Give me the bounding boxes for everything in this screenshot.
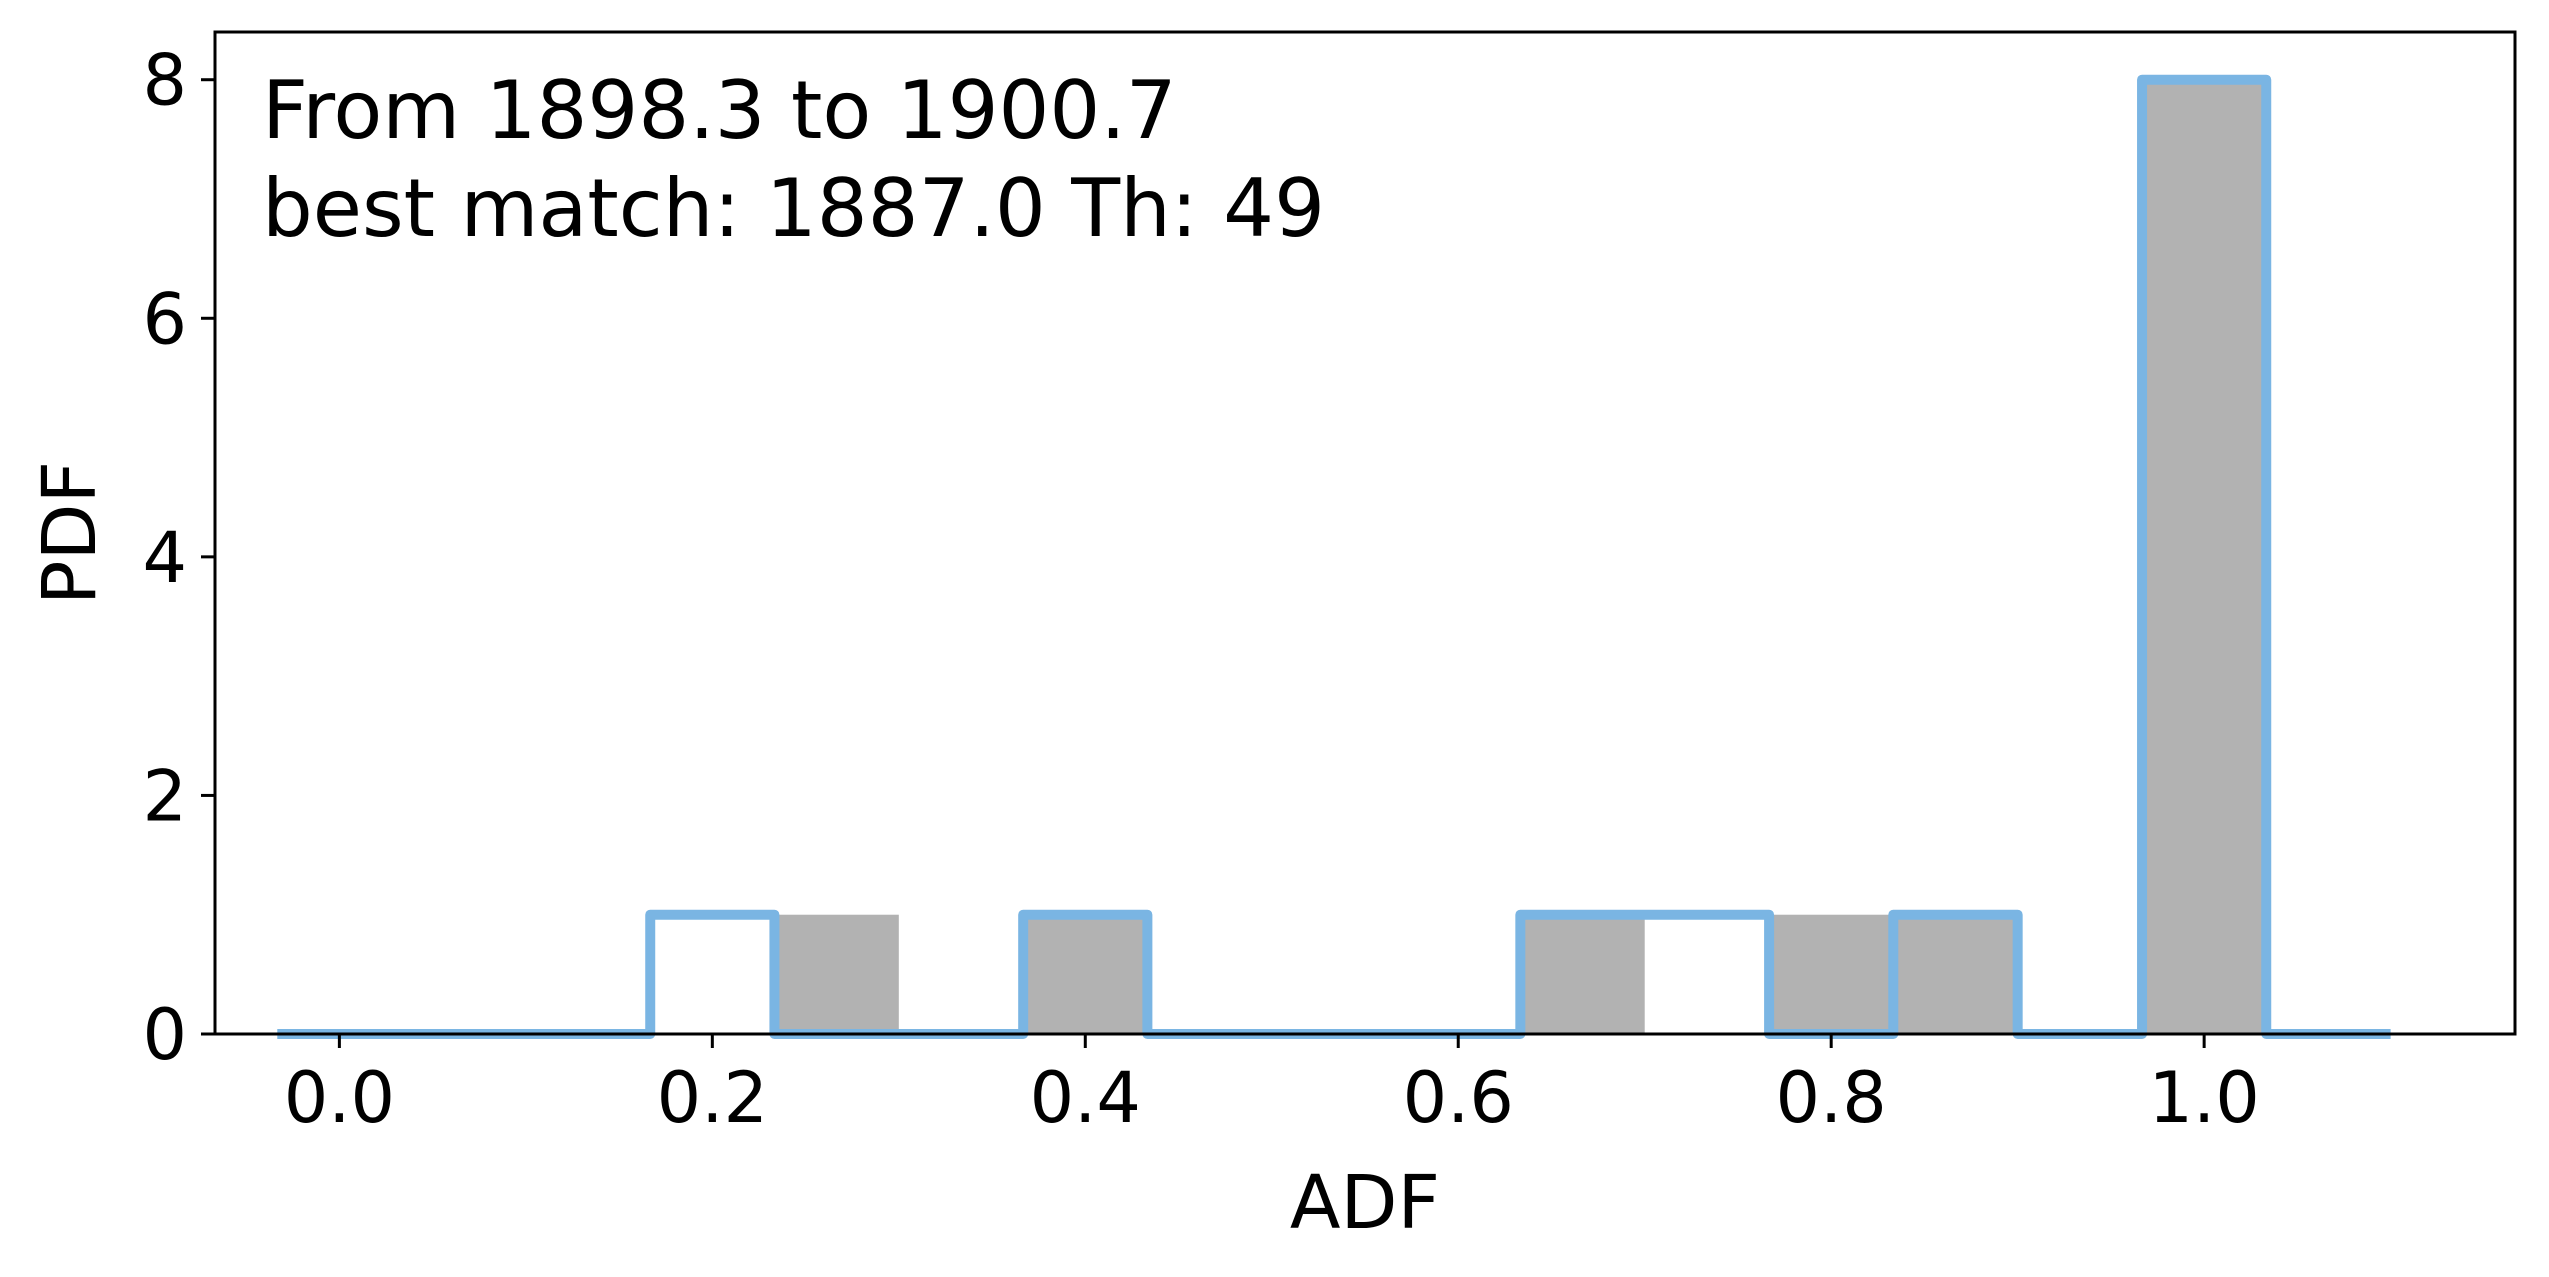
- histogram-bar-2: [1520, 914, 1645, 1034]
- x-tick-label-0: 0.0: [284, 1057, 395, 1139]
- y-tick-label-2: 4: [142, 517, 187, 599]
- histogram-bar-5: [2142, 79, 2267, 1034]
- annotation-best-match: best match: 1887.0 Th: 49: [262, 162, 1325, 255]
- plot-area-frame: [213, 30, 2517, 1036]
- y-axis-label: PDF: [27, 461, 113, 605]
- x-tick-label-5: 1.0: [2148, 1057, 2259, 1139]
- y-tick-label-0: 0: [142, 994, 187, 1076]
- x-tick-label-1: 0.2: [657, 1057, 768, 1139]
- y-axis-ticks: 0 2 4 6 8: [142, 40, 215, 1076]
- step-outline-line: [277, 74, 2391, 1039]
- step-outline-layer: [277, 74, 2391, 1039]
- x-axis-label: ADF: [1290, 1160, 1440, 1246]
- histogram-bar-0: [774, 914, 899, 1034]
- annotation-date-range: From 1898.3 to 1900.7: [262, 64, 1177, 157]
- histogram-bar-3: [1769, 914, 1894, 1034]
- x-tick-label-3: 0.6: [1403, 1057, 1514, 1139]
- x-axis-ticks: 0.0 0.2 0.4 0.6 0.8 1.0: [284, 1034, 2260, 1139]
- histogram-bar-4: [1893, 914, 2018, 1034]
- filled-bars-layer: [774, 79, 2267, 1034]
- x-tick-label-2: 0.4: [1030, 1057, 1141, 1139]
- y-tick-label-1: 2: [142, 755, 187, 837]
- y-tick-label-3: 6: [142, 278, 187, 360]
- x-tick-label-4: 0.8: [1776, 1057, 1887, 1139]
- histogram-bar-1: [1023, 914, 1148, 1034]
- y-tick-label-4: 8: [142, 40, 187, 122]
